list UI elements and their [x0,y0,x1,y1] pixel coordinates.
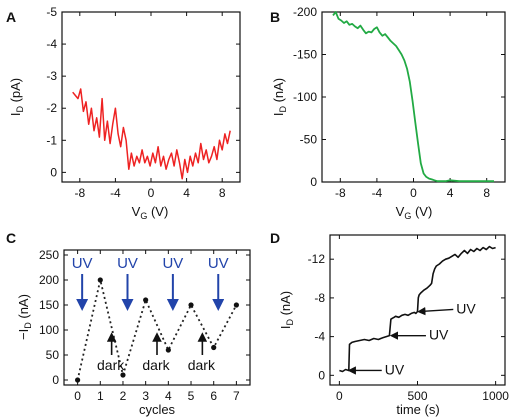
x-axis-label-text: cycles [139,402,176,417]
x-tick-label: 5 [188,389,195,403]
x-axis-label: VG (V) [132,204,169,221]
x-tick-label: 0 [410,186,417,200]
y-tick-label: -8 [314,291,325,305]
x-tick-label: 3 [142,389,149,403]
x-tick-label: 8 [219,186,226,200]
x-axis-label-text: time (s) [396,402,439,417]
data-point [120,372,126,378]
x-tick-label: 1000 [482,389,509,403]
x-tick-label: -4 [372,186,383,200]
data-point [143,297,149,303]
x-tick-label: 4 [447,186,454,200]
y-tick-label: 150 [39,298,59,312]
panel-d: 0 500 1000 -12 -8 -4 0 time (s) ID (nA) UV UV UV [278,234,509,417]
x-tick-label: 500 [407,389,427,403]
dark-label: dark [142,357,170,373]
x-tick-label: -8 [335,186,346,200]
x-tick-label: 2 [120,389,127,403]
y-tick-label: 0 [318,368,325,382]
x-tick-label: 1 [97,389,104,403]
panel-b: -8 -4 0 4 8 -200 -150 -100 -50 0 VG (V) ID (nA) [271,5,506,221]
dark-label: dark [188,357,216,373]
x-axis-label: VG (V) [396,204,433,221]
data-point [165,347,171,353]
y-tick-label: -5 [46,5,57,19]
y-axis-label-text: ID (nA) [278,291,295,329]
y-tick-label: -4 [314,330,325,344]
y-axis-label: ID (nA) [271,78,288,116]
x-axis-label: time (s) [396,402,439,417]
uv-label: UV [208,255,229,272]
uv-label: UV [429,327,449,343]
y-tick-label: -4 [46,37,57,51]
x-axis-label-text: VG (V) [396,204,433,221]
x-axis-label: cycles [139,402,176,417]
dark-label: dark [97,357,125,373]
y-axis-label: −ID (nA) [16,294,33,340]
data-point [211,344,217,351]
uv-arrow [417,306,454,316]
data-point [188,302,194,308]
series-line [332,11,494,183]
x-tick-label: 4 [183,186,190,200]
y-tick-label: 0 [310,175,317,189]
y-axis-label-text: −ID (nA) [16,294,33,340]
y-axis-label: ID (pA) [8,78,25,116]
x-tick-label: 0 [74,389,81,403]
y-tick-label: 50 [46,348,60,362]
uv-label: UV [72,255,93,272]
y-axis-label-text: ID (pA) [8,78,25,116]
y-tick-label: -3 [46,69,57,83]
y-tick-label: -50 [300,133,318,147]
panel-c: 0 1 2 3 4 5 6 7 0 50 100 150 200 250 cycles −ID (nA) UV U… [16,248,251,417]
data-point [233,302,239,308]
data-point [97,277,103,283]
uv-label: UV [385,361,405,377]
series-line [72,88,231,180]
data-point [75,377,81,383]
y-tick-label: 100 [39,323,59,337]
x-tick-label: 0 [148,186,155,200]
x-tick-label: -8 [74,186,85,200]
plot-frame [61,11,241,183]
panel-label-a: A [6,9,16,25]
y-tick-label: -150 [293,48,317,62]
x-tick-label: -4 [110,186,121,200]
panel-label-d: D [270,230,280,246]
y-tick-label: 250 [39,248,59,262]
uv-label: UV [456,300,476,316]
x-tick-label: 0 [336,389,343,403]
x-tick-label: 6 [210,389,217,403]
y-tick-label: -200 [293,5,317,19]
y-axis-label-text: ID (nA) [271,78,288,116]
y-tick-label: -100 [293,90,317,104]
panel-label-b: B [270,9,280,25]
y-tick-label: 200 [39,273,59,287]
plot-frame [321,11,506,183]
x-tick-label: 8 [483,186,490,200]
x-tick-label: 7 [233,389,240,403]
x-tick-label: 4 [165,389,172,403]
y-axis-label: ID (nA) [278,291,295,329]
y-tick-label: 0 [52,373,59,387]
y-tick-label: -1 [46,133,57,147]
series-line [76,279,238,381]
y-tick-label: -2 [46,101,57,115]
y-tick-label: 0 [50,165,57,179]
uv-label: UV [117,255,138,272]
y-tick-label: -12 [308,252,326,266]
x-axis-label-text: VG (V) [132,204,169,221]
plot-frame [63,249,251,386]
uv-label: UV [162,255,183,272]
panel-a: -8 -4 0 4 8 -5 -4 -3 -2 -1 0 VG (V) ID (pA) [8,5,241,221]
series-line [339,245,496,373]
panel-label-c: C [6,230,16,246]
